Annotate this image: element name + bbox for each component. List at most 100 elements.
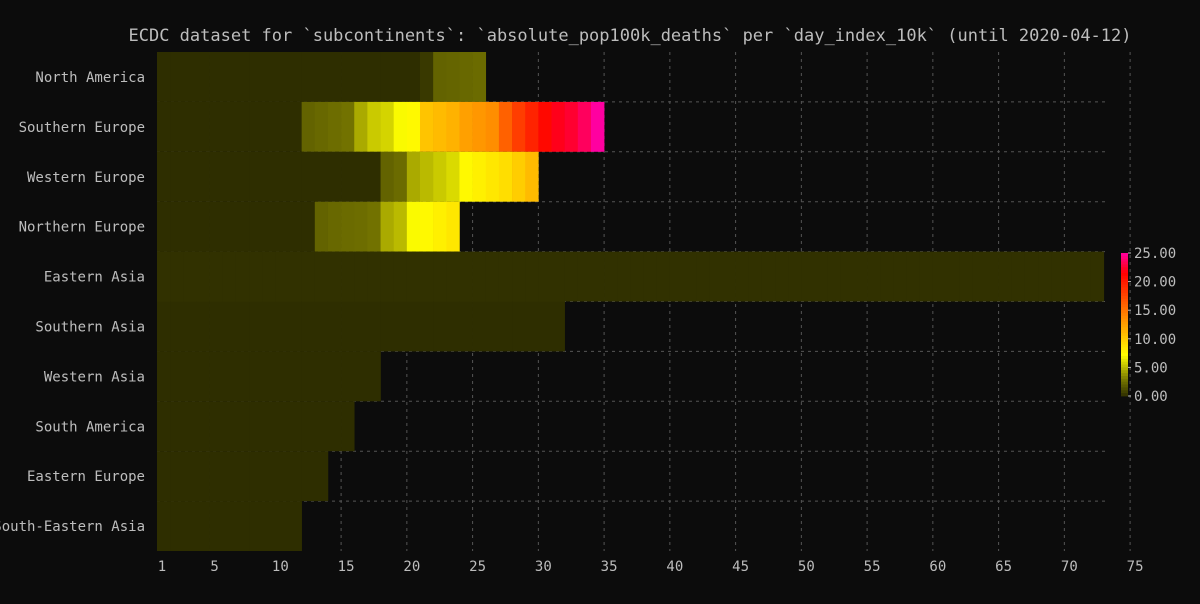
heatmap-cell (249, 501, 263, 551)
heatmap-cell (814, 251, 828, 302)
colorbar-segment (1121, 387, 1128, 391)
heatmap-cell (157, 52, 171, 102)
heatmap-cell (525, 301, 539, 352)
heatmap-cell (998, 251, 1013, 302)
heatmap-cell (498, 101, 513, 152)
y-tick-label: South-Eastern Asia (0, 519, 145, 535)
colorbar-segment (1121, 327, 1128, 331)
colorbar-segment (1121, 344, 1128, 348)
heatmap-cell (1051, 251, 1065, 302)
heatmap-cell (235, 201, 250, 252)
colorbar-segment (1121, 287, 1128, 291)
heatmap-cell (288, 501, 302, 551)
heatmap-cell (433, 101, 447, 152)
heatmap-cell (301, 151, 316, 202)
heatmap-cell (196, 251, 210, 302)
heatmap-cell (275, 451, 289, 502)
heatmap-cell (327, 101, 342, 152)
colorbar-segment (1121, 281, 1128, 285)
colorbar-segment (1121, 350, 1128, 354)
colorbar-segment (1121, 270, 1128, 274)
colorbar-segment (1121, 381, 1128, 385)
colorbar-segment (1121, 324, 1128, 328)
heatmap-cell (314, 251, 329, 302)
heatmap-cell (735, 251, 750, 302)
heatmap-cell (209, 251, 224, 302)
colorbar-segment (1121, 333, 1128, 337)
heatmap-cell (222, 201, 237, 252)
heatmap-cell (314, 351, 329, 402)
heatmap-cell (301, 101, 316, 152)
heatmap-cell (538, 251, 552, 302)
heatmap-cell (433, 201, 447, 252)
heatmap-cell (1038, 251, 1052, 302)
heatmap-cell (157, 201, 171, 252)
colorbar-segment (1121, 261, 1128, 265)
heatmap-cell (683, 251, 697, 302)
heatmap-cell (222, 401, 237, 452)
colorbar-segment (1121, 321, 1128, 325)
heatmap-cell (183, 52, 197, 102)
heatmap-cell (1064, 251, 1078, 302)
heatmap-cell (170, 52, 184, 102)
colorbar-segment (1121, 295, 1128, 300)
colorbar: 0.00 5.00 10.00 15.00 20.00 25.00 (1121, 246, 1176, 405)
heatmap-cell (262, 451, 276, 502)
heatmap-cell (959, 251, 973, 302)
heatmap-cell (433, 52, 447, 102)
y-tick-label: South America (35, 419, 145, 435)
heatmap-cell (314, 52, 329, 102)
heatmap-cell (380, 201, 394, 252)
heatmap-cell (577, 101, 592, 152)
y-tick-label: Northern Europe (19, 220, 145, 236)
heatmap-cell (262, 52, 276, 102)
heatmap-cell (235, 251, 250, 302)
heatmap-cell (275, 52, 289, 102)
heatmap-cell (512, 101, 526, 152)
colorbar-segment (1121, 378, 1128, 383)
colorbar-segment (1121, 318, 1128, 323)
heatmap-cell (288, 52, 302, 102)
heatmap-cell (157, 501, 171, 551)
heatmap-cell (564, 101, 579, 152)
heatmap-cell (946, 251, 960, 302)
heatmap-cell (341, 351, 355, 402)
y-axis-labels: North America Southern Europe Western Euro… (0, 70, 145, 535)
y-tick-label: Eastern Asia (44, 270, 145, 286)
heatmap-cell (249, 151, 263, 202)
heatmap-cell (262, 201, 276, 252)
heatmap-cell (367, 301, 381, 352)
colorbar-segment (1121, 390, 1128, 394)
heatmap-cell (288, 151, 302, 202)
colorbar-segment (1121, 367, 1128, 371)
heatmap-cell (972, 251, 986, 302)
heatmap-cell (196, 451, 210, 502)
x-tick-label: 25 (469, 559, 486, 575)
heatmap-cell (301, 451, 316, 502)
colorbar-tick-label: 20.00 (1134, 275, 1176, 291)
heatmap-cell (314, 151, 329, 202)
heatmap-cell (262, 351, 276, 402)
heatmap-cell (288, 101, 302, 152)
heatmap-cell (551, 251, 565, 302)
colorbar-segment (1121, 301, 1128, 305)
heatmap-cell (196, 501, 210, 551)
heatmap-cell (420, 201, 434, 252)
heatmap-cell (367, 251, 381, 302)
heatmap-cell (498, 301, 513, 352)
colorbar-segment (1121, 313, 1128, 317)
heatmap-cell (288, 301, 302, 352)
heatmap-cell (157, 251, 171, 302)
heatmap-cell (301, 351, 316, 402)
colorbar-segment (1121, 341, 1128, 345)
heatmap-cell (512, 151, 526, 202)
heatmap-cell (196, 101, 210, 152)
heatmap-cell (853, 251, 868, 302)
heatmap-cell (630, 251, 644, 302)
heatmap-cell (183, 501, 197, 551)
x-tick-label: 55 (864, 559, 881, 575)
colorbar-segment (1121, 338, 1128, 343)
heatmap-cell (459, 151, 473, 202)
colorbar-segment (1121, 304, 1128, 308)
